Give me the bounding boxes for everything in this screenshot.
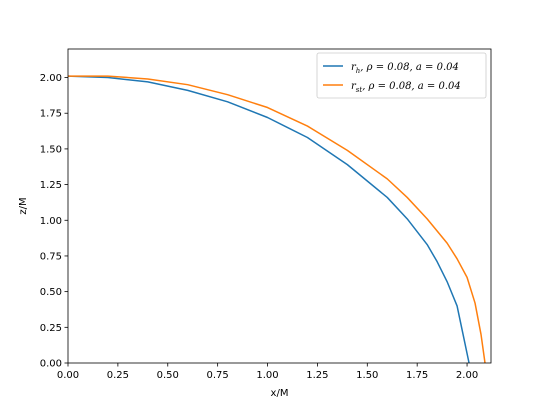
legend-label-rst-rest: , ρ = 0.08, a = 0.04 bbox=[362, 81, 461, 92]
x-tick-label: 1.25 bbox=[306, 370, 328, 381]
legend-label-rst-main: r bbox=[351, 81, 357, 92]
legend-label-rh-main: r bbox=[351, 62, 357, 73]
x-ticks: 0.00 0.25 0.50 0.75 1.00 1.25 1.50 1.75 2.00 bbox=[57, 363, 478, 381]
y-tick-label: 1.00 bbox=[40, 216, 62, 227]
x-tick-label: 0.00 bbox=[57, 370, 79, 381]
x-tick-label: 0.75 bbox=[207, 370, 229, 381]
legend-label-rst-sub: st bbox=[356, 86, 363, 94]
x-tick-label: 1.00 bbox=[256, 370, 278, 381]
y-tick-label: 0.25 bbox=[40, 323, 62, 334]
y-tick-label: 1.75 bbox=[40, 109, 62, 120]
plot-frame bbox=[67, 48, 492, 364]
y-tick-label: 0.00 bbox=[40, 359, 62, 370]
y-tick-label: 1.25 bbox=[40, 180, 62, 191]
legend-label-rh-rest: , ρ = 0.08, a = 0.04 bbox=[360, 62, 459, 73]
y-tick-label: 0.75 bbox=[40, 251, 62, 262]
x-tick-label: 0.50 bbox=[157, 370, 179, 381]
series-layer bbox=[67, 75, 486, 364]
x-tick-label: 2.00 bbox=[456, 370, 478, 381]
x-tick-label: 1.75 bbox=[406, 370, 428, 381]
y-tick-label: 2.00 bbox=[40, 73, 62, 84]
x-tick-label: 1.50 bbox=[356, 370, 378, 381]
legend-box bbox=[316, 52, 487, 99]
y-ticks: 0.00 0.25 0.50 0.75 1.00 1.25 1.50 1.75 2.00 bbox=[40, 73, 68, 370]
x-axis-label: x/M bbox=[271, 388, 289, 399]
legend-label-rh-sub: h bbox=[356, 67, 361, 75]
legend: rh, ρ = 0.08, a = 0.04 rst, ρ = 0.08, a … bbox=[316, 52, 487, 99]
legend-label-rh: rh, ρ = 0.08, a = 0.04 bbox=[351, 62, 459, 75]
y-axis-label: z/M bbox=[18, 197, 29, 214]
legend-label-rst: rst, ρ = 0.08, a = 0.04 bbox=[351, 81, 461, 94]
y-tick-label: 0.50 bbox=[40, 287, 62, 298]
x-tick-label: 0.25 bbox=[107, 370, 129, 381]
series-line-st bbox=[68, 75, 486, 364]
plot-area bbox=[68, 49, 491, 363]
y-tick-label: 1.50 bbox=[40, 144, 62, 155]
series-line-h bbox=[67, 75, 470, 364]
